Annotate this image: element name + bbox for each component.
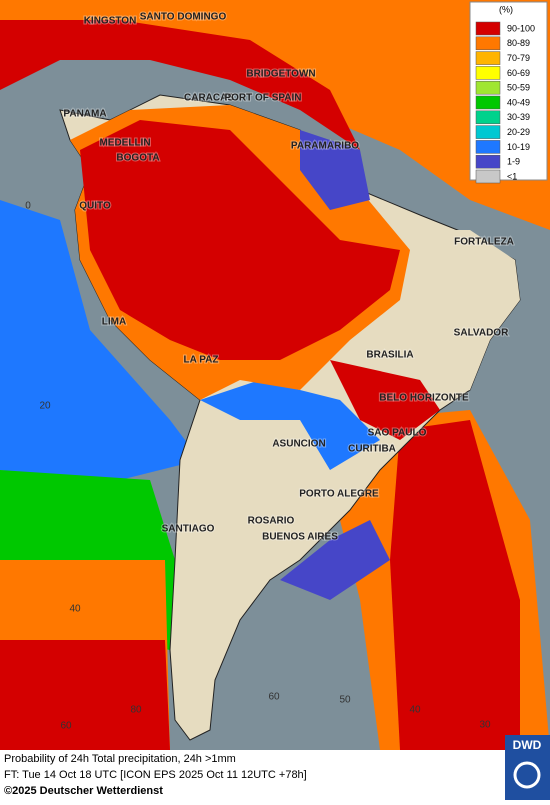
city-label: MEDELLIN	[99, 138, 150, 149]
copyright: ©2025 Deutscher Wetterdienst	[4, 785, 163, 797]
legend-label: 10-19	[507, 142, 530, 152]
grid-label: 60	[60, 721, 72, 732]
legend-label: 50-59	[507, 83, 530, 93]
grid-label: 40	[69, 604, 81, 615]
city-label: BELO HORIZONTE	[379, 393, 469, 404]
legend-label: 30-39	[507, 112, 530, 122]
grid-label: 30	[479, 720, 491, 731]
legend-swatch	[475, 95, 501, 110]
rain-se-red	[390, 420, 520, 750]
city-label: BUENOS AIRES	[262, 532, 338, 543]
grid-label: 80	[130, 705, 142, 716]
footer-line: Probability of 24h Total precipitation, …	[4, 753, 236, 765]
legend-label: 1-9	[507, 157, 520, 167]
legend-swatch	[475, 110, 501, 125]
rain-se-land	[330, 360, 440, 440]
rain-north-red	[0, 20, 360, 150]
grid-label: 50	[339, 695, 351, 706]
grid-label: 40	[409, 705, 421, 716]
city-label: SANTIAGO	[162, 524, 215, 535]
city-label: SAO PAULO	[368, 428, 427, 439]
legend-swatch	[475, 21, 501, 36]
city-label: PORTO ALEGRE	[299, 489, 379, 500]
logo: DWD	[513, 738, 542, 752]
city-label: QUITO	[79, 201, 111, 212]
city-label: PORT OF SPAIN	[224, 93, 301, 104]
rain-guiana	[300, 130, 370, 210]
logo-box	[505, 735, 550, 800]
logo-icon	[513, 761, 541, 789]
legend-swatch	[475, 66, 501, 80]
city-label: BOGOTA	[116, 153, 159, 164]
city-label: ROSARIO	[248, 516, 295, 527]
legend-label: 40-49	[507, 97, 530, 107]
legend-swatch	[475, 51, 501, 65]
city-label: KINGSTON	[84, 16, 137, 27]
legend-swatch	[475, 125, 501, 139]
legend-label: 20-29	[507, 127, 530, 137]
footer-line: FT: Tue 14 Oct 18 UTC [ICON EPS 2025 Oct…	[4, 769, 307, 781]
legend-title: (%)	[499, 4, 513, 14]
city-label: LA PAZ	[184, 355, 219, 366]
city-label: LIMA	[102, 317, 126, 328]
city-label: FORTALEZA	[454, 237, 514, 248]
city-label: BRIDGETOWN	[246, 69, 315, 80]
city-label: SANTO DOMINGO	[140, 12, 227, 23]
legend-swatch	[475, 154, 501, 169]
city-label: PARAMARIBO	[291, 141, 359, 152]
rain-sw-red	[0, 640, 170, 750]
grid-label: 60	[268, 692, 280, 703]
city-label: BRASILIA	[366, 350, 413, 361]
legend-swatch	[475, 80, 501, 95]
legend-label: 80-89	[507, 38, 530, 48]
legend-label: 90-100	[507, 23, 535, 33]
footer	[0, 750, 550, 800]
dry-east	[420, 230, 520, 400]
legend-swatch	[475, 36, 501, 51]
city-label: PANAMA	[63, 109, 106, 120]
legend-swatch	[475, 169, 501, 184]
city-label: CURITIBA	[348, 444, 396, 455]
legend-label: 70-79	[507, 53, 530, 63]
grid-label: 20	[39, 401, 51, 412]
rain-amazon-red	[80, 120, 400, 360]
legend-swatch	[475, 140, 501, 154]
legend-label: <1	[507, 171, 517, 181]
city-label: SALVADOR	[454, 328, 509, 339]
legend-label: 60-69	[507, 68, 530, 78]
rain-central	[200, 380, 380, 470]
rain-ocean-blue	[280, 520, 390, 600]
city-label: ASUNCION	[272, 439, 325, 450]
grid-label: 0	[25, 201, 31, 212]
city-label: CARACAS	[184, 93, 234, 104]
rain-west	[0, 200, 200, 480]
